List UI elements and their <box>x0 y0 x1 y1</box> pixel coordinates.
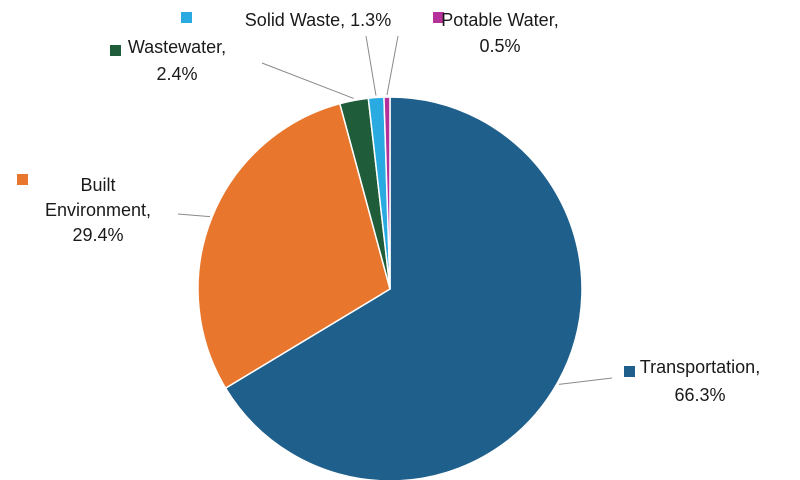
data-label-potable-water-line-2: 0.5% <box>479 36 520 56</box>
data-label-wastewater-line-1: Wastewater, <box>128 37 226 57</box>
legend-marker-potable-water <box>433 12 444 23</box>
legend-marker-transportation <box>624 366 635 377</box>
data-label-built-environment-line-3: 29.4% <box>72 225 123 245</box>
labels-layer: Transportation, 66.3% Built Environment, 29.… <box>17 10 760 405</box>
data-label-transportation-line-1: Transportation, <box>640 357 760 377</box>
data-label-potable-water-line-1: Potable Water, <box>441 10 558 30</box>
data-label-transportation-line-2: 66.3% <box>674 385 725 405</box>
data-label-wastewater-line-2: 2.4% <box>156 64 197 84</box>
data-label-built-environment-line-1: Built <box>80 175 115 195</box>
legend-marker-wastewater <box>110 45 121 56</box>
pie-slice-potable-water <box>383 96 391 290</box>
slices-layer <box>197 96 583 480</box>
data-label-solid-waste-line-1: Solid Waste, 1.3% <box>245 10 391 30</box>
leader-line-built-environment <box>177 213 211 218</box>
leader-lines-layer <box>177 35 613 385</box>
data-label-built-environment-line-2: Environment, <box>45 200 151 220</box>
leader-line-solid-waste <box>365 35 377 96</box>
leader-line-wastewater <box>261 62 354 99</box>
pie-slice-built-environment <box>197 102 391 390</box>
legend-marker-solid-waste <box>181 12 192 23</box>
pie-slice-transportation <box>224 96 583 480</box>
legend-marker-built-environment <box>17 174 28 185</box>
leader-line-transportation <box>558 377 613 385</box>
leader-line-potable-water <box>386 35 399 96</box>
